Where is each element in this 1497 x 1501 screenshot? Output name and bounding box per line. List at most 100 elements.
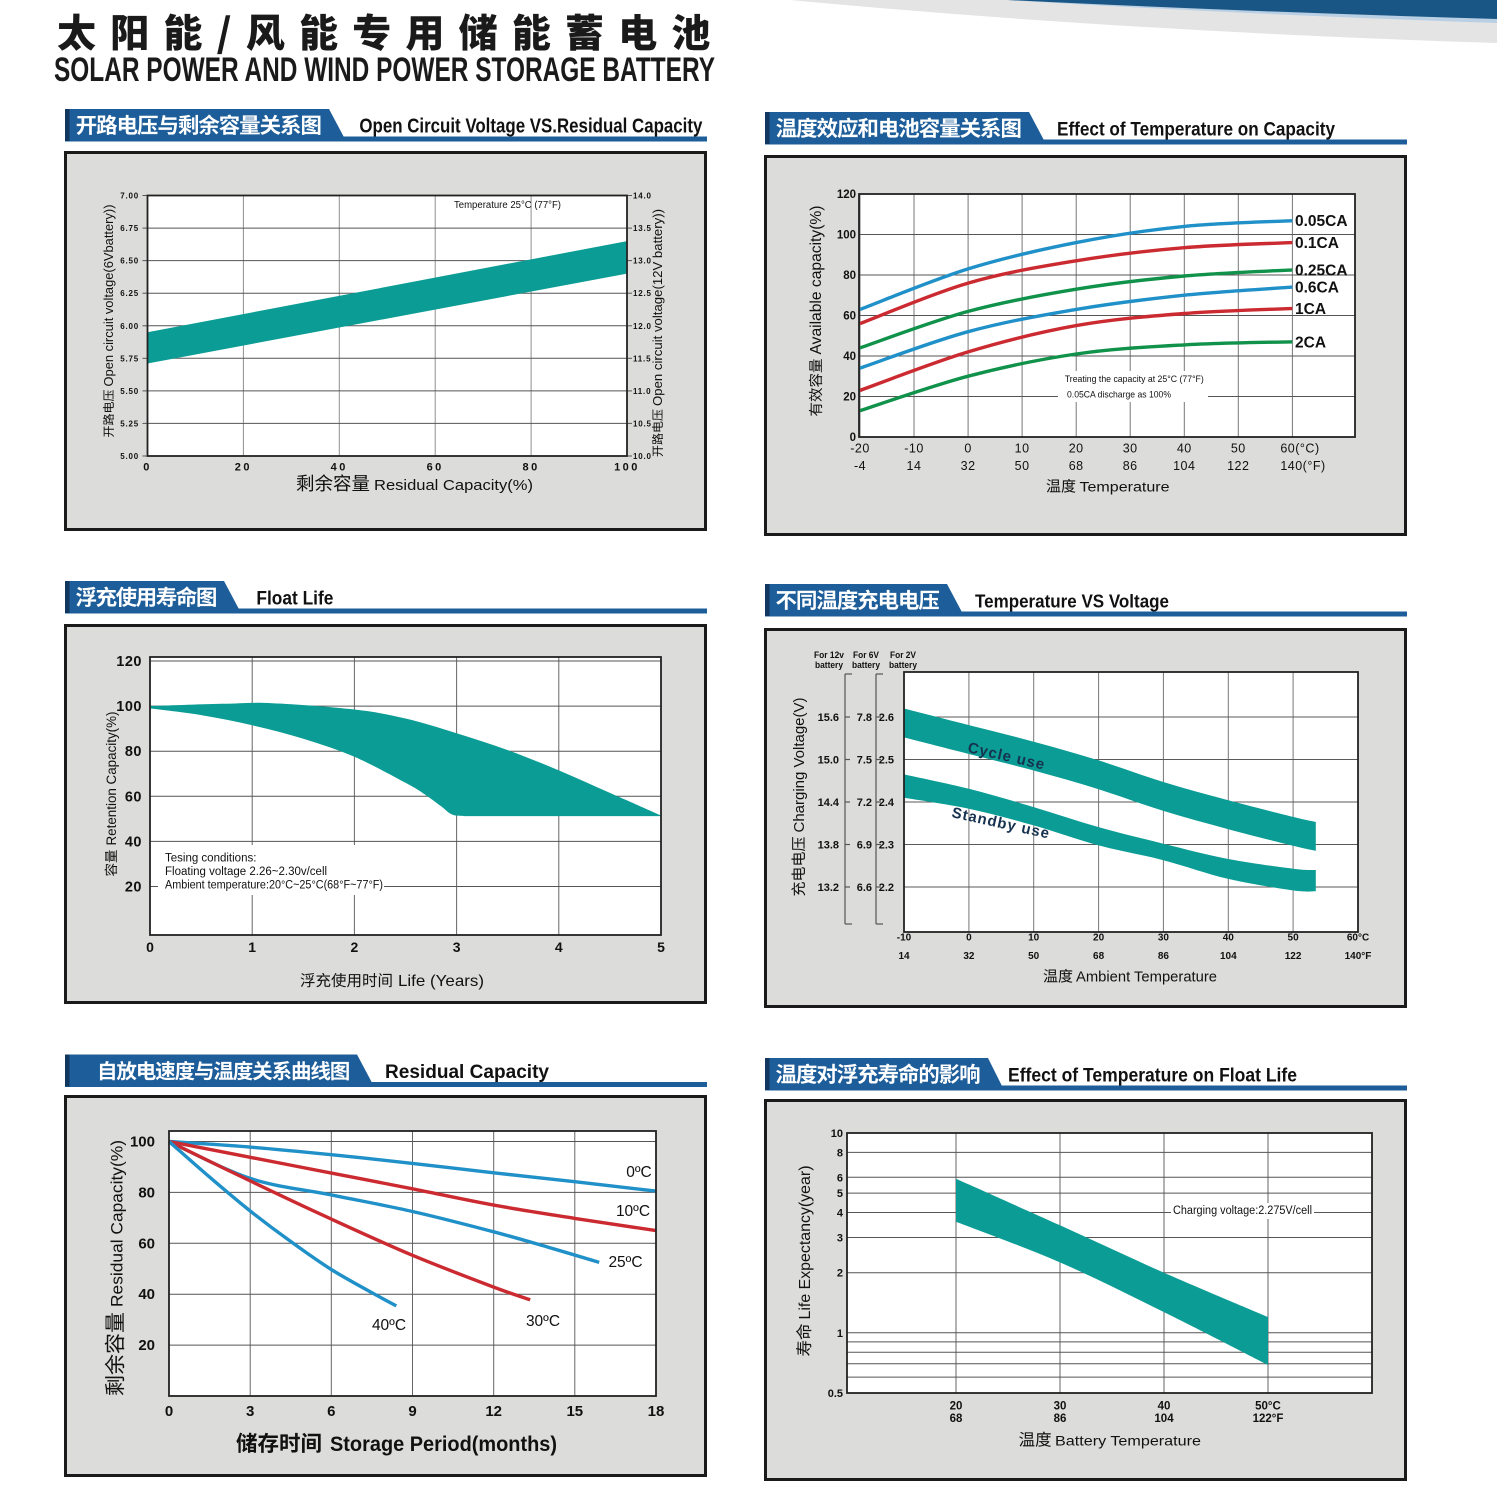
svg-text:104: 104 [1173, 459, 1195, 473]
svg-text:-4: -4 [854, 459, 866, 473]
svg-text:60(°C): 60(°C) [1280, 442, 1319, 456]
svg-text:battery: battery [852, 660, 881, 671]
svg-text:6.00: 6.00 [120, 322, 139, 331]
svg-text:20: 20 [235, 462, 252, 474]
svg-text:15: 15 [566, 1403, 583, 1420]
svg-text:80: 80 [125, 744, 142, 760]
svg-text:100: 100 [614, 462, 640, 474]
svg-text:12: 12 [485, 1403, 502, 1420]
svg-text:-10: -10 [904, 442, 924, 456]
svg-text:68: 68 [950, 1413, 963, 1425]
svg-text:18: 18 [648, 1403, 665, 1420]
svg-text:104: 104 [1154, 1413, 1174, 1425]
svg-text:Open circuit voltage(12V batte: Open circuit voltage(12V battery)) [650, 209, 665, 406]
svg-text:Temperature VS Voltage: Temperature VS Voltage [975, 591, 1169, 612]
svg-text:5.75: 5.75 [120, 354, 139, 363]
svg-text:100: 100 [130, 1134, 155, 1151]
svg-text:50: 50 [1015, 459, 1030, 473]
svg-text:0.6CA: 0.6CA [1295, 280, 1339, 297]
svg-text:7.5: 7.5 [857, 755, 872, 767]
svg-text:Charging Voltage(V): Charging Voltage(V) [791, 698, 808, 833]
svg-text:5.00: 5.00 [120, 452, 139, 461]
svg-text:60: 60 [843, 311, 856, 323]
svg-text:Residual Capacity: Residual Capacity [385, 1062, 549, 1083]
svg-text:30: 30 [1158, 933, 1170, 944]
svg-text:0.5: 0.5 [828, 1388, 843, 1400]
svg-text:14.0: 14.0 [633, 192, 652, 201]
svg-text:10.5: 10.5 [633, 419, 652, 428]
svg-text:50°C: 50°C [1255, 1401, 1281, 1413]
svg-text:1: 1 [248, 939, 256, 955]
svg-text:Ambient temperature:20°C~25°C(: Ambient temperature:20°C~25°C(68°F~77°F) [165, 880, 383, 892]
svg-text:Open Circuit Voltage VS.Residu: Open Circuit Voltage VS.Residual Capacit… [359, 116, 703, 138]
svg-text:122: 122 [1285, 951, 1302, 962]
svg-text:4: 4 [555, 939, 563, 955]
svg-text:32: 32 [961, 459, 976, 473]
svg-text:40: 40 [1223, 933, 1235, 944]
svg-text:25ºC: 25ºC [608, 1254, 642, 1271]
svg-text:For 6V: For 6V [853, 650, 880, 661]
svg-text:40: 40 [331, 462, 348, 474]
svg-text:7.00: 7.00 [120, 192, 139, 201]
svg-text:20: 20 [1093, 933, 1105, 944]
svg-text:13.5: 13.5 [633, 224, 652, 233]
svg-text:10.0: 10.0 [633, 452, 652, 461]
svg-text:0.05CA discharge as 100%: 0.05CA discharge as 100% [1067, 390, 1171, 401]
svg-text:-20: -20 [850, 442, 870, 456]
svg-text:20: 20 [125, 880, 142, 896]
svg-text:2.6: 2.6 [879, 712, 894, 724]
svg-text:100: 100 [837, 230, 856, 242]
svg-text:2.5: 2.5 [879, 755, 894, 767]
svg-text:2: 2 [837, 1268, 843, 1280]
svg-text:86: 86 [1054, 1413, 1067, 1425]
svg-text:14: 14 [907, 459, 922, 473]
svg-text:1: 1 [837, 1328, 843, 1340]
svg-text:6.9: 6.9 [857, 840, 872, 852]
svg-text:0: 0 [143, 462, 152, 474]
svg-text:10ºC: 10ºC [616, 1203, 650, 1220]
svg-text:20: 20 [1069, 442, 1084, 456]
svg-text:3: 3 [246, 1403, 254, 1420]
svg-text:Retention Capacity(%): Retention Capacity(%) [104, 712, 119, 846]
svg-text:140(°F): 140(°F) [1280, 459, 1325, 473]
svg-text:60: 60 [125, 789, 142, 805]
svg-text:120: 120 [837, 189, 856, 201]
svg-text:40: 40 [125, 834, 142, 850]
svg-text:13.0: 13.0 [633, 257, 652, 266]
svg-text:4: 4 [837, 1208, 844, 1220]
svg-text:14: 14 [898, 951, 910, 962]
svg-text:battery: battery [889, 660, 918, 671]
svg-text:Floating voltage 2.26~2.30v/ce: Floating voltage 2.26~2.30v/cell [165, 866, 327, 878]
svg-text:Available capacity(%): Available capacity(%) [808, 206, 825, 355]
svg-text:86: 86 [1123, 459, 1138, 473]
svg-text:40: 40 [843, 351, 856, 363]
svg-text:32: 32 [963, 951, 975, 962]
svg-text:8: 8 [837, 1147, 843, 1159]
svg-text:For 2V: For 2V [890, 650, 917, 661]
svg-text:12.0: 12.0 [633, 322, 652, 331]
svg-text:68: 68 [1093, 951, 1105, 962]
svg-text:12.5: 12.5 [633, 289, 652, 298]
svg-text:120: 120 [116, 654, 142, 670]
svg-text:80: 80 [522, 462, 539, 474]
svg-text:3: 3 [837, 1233, 843, 1245]
svg-text:40: 40 [1158, 1401, 1171, 1413]
svg-text:50: 50 [1288, 933, 1300, 944]
svg-text:7.8: 7.8 [857, 712, 872, 724]
svg-text:20: 20 [843, 392, 856, 404]
svg-text:80: 80 [843, 270, 856, 282]
svg-text:6.50: 6.50 [120, 257, 139, 266]
svg-text:0.05CA: 0.05CA [1295, 213, 1348, 230]
svg-text:2: 2 [351, 939, 359, 955]
svg-text:80: 80 [138, 1184, 155, 1201]
svg-text:2.4: 2.4 [879, 797, 895, 809]
svg-text:0: 0 [165, 1403, 173, 1420]
svg-text:Storage Period(months): Storage Period(months) [330, 1433, 557, 1456]
svg-text:6.75: 6.75 [120, 224, 139, 233]
svg-text:2CA: 2CA [1295, 334, 1326, 351]
svg-text:Temperature: Temperature [1080, 480, 1170, 496]
svg-text:3: 3 [453, 939, 461, 955]
svg-text:6.6: 6.6 [857, 882, 872, 894]
svg-text:Temperature 25°C (77°F): Temperature 25°C (77°F) [454, 200, 561, 211]
svg-text:122°F: 122°F [1253, 1413, 1284, 1425]
